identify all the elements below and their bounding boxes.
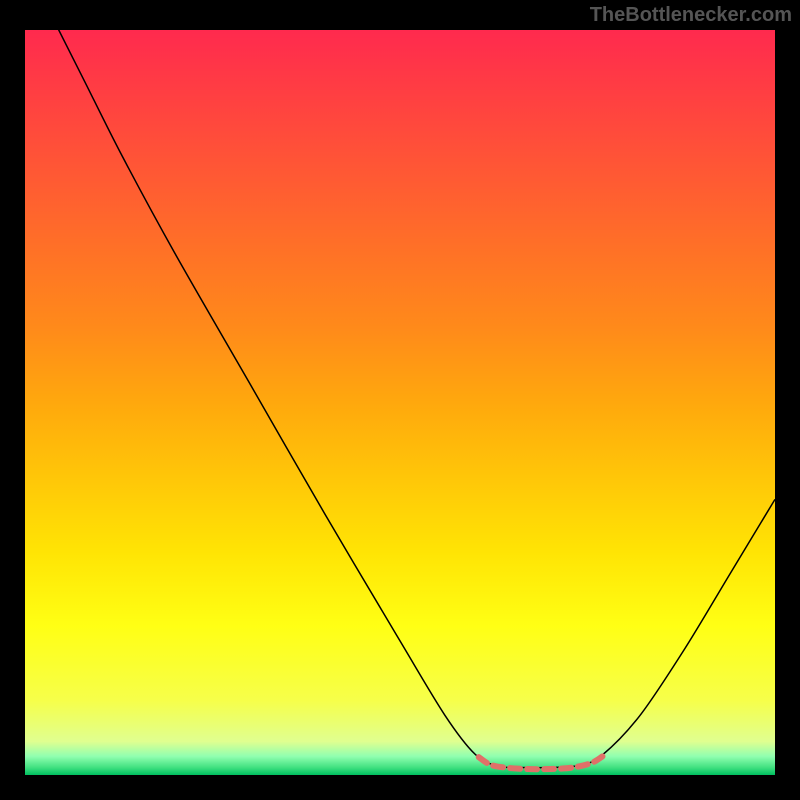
gradient-curve-chart <box>0 0 800 800</box>
chart-background-gradient <box>25 30 775 775</box>
chart-container: TheBottlenecker.com <box>0 0 800 800</box>
